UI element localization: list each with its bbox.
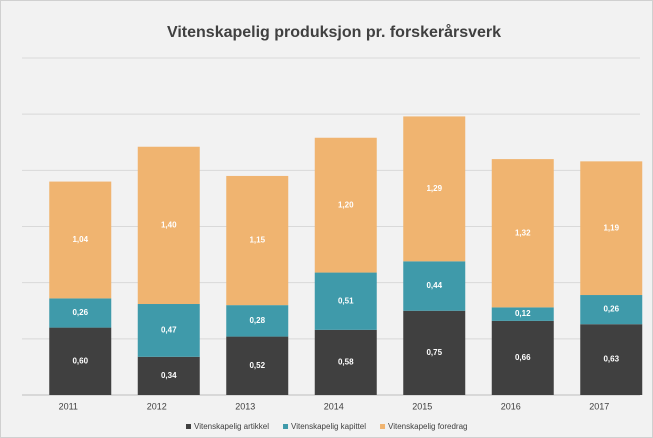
bar-segment <box>403 310 466 395</box>
bar-segment <box>580 295 643 325</box>
x-tick-label: 2012 <box>147 401 167 411</box>
data-label: 0,58 <box>338 358 354 367</box>
data-label: 0,34 <box>161 371 177 380</box>
bar-segment <box>226 175 289 306</box>
chart-title: Vitenskapelig produksjon pr. forskerårsv… <box>167 23 501 41</box>
bar-segment <box>49 327 112 395</box>
bar-segment <box>403 261 466 311</box>
bar-segment <box>314 137 377 273</box>
data-label: 0,44 <box>426 281 442 290</box>
bar-segment <box>137 304 200 357</box>
bar-segment <box>314 329 377 395</box>
data-label: 1,15 <box>249 236 265 245</box>
data-label: 0,28 <box>249 316 265 325</box>
bar-segment <box>314 272 377 330</box>
data-label: 1,32 <box>515 228 531 237</box>
bar-segment <box>49 298 112 328</box>
data-label: 0,63 <box>603 355 619 364</box>
data-label: 0,12 <box>515 309 531 318</box>
bar-segment <box>226 305 289 337</box>
x-tick-label: 2016 <box>501 401 521 411</box>
data-label: 0,75 <box>426 348 442 357</box>
data-label: 0,26 <box>603 305 619 314</box>
bar-segment <box>491 159 554 308</box>
data-label: 1,19 <box>603 223 619 232</box>
bar-segment <box>403 116 466 262</box>
bar-segment <box>49 181 112 299</box>
bar-segment <box>226 336 289 395</box>
bar-segment <box>491 307 554 321</box>
data-label: 1,29 <box>426 184 442 193</box>
data-label: 0,47 <box>161 326 177 335</box>
x-tick-label: 2011 <box>59 401 78 411</box>
legend-swatch <box>283 424 289 429</box>
data-label: 0,60 <box>72 356 88 365</box>
x-tick-label: 2015 <box>412 401 432 411</box>
data-label: 1,04 <box>72 235 88 244</box>
legend-label: Vitenskapelig kapittel <box>291 422 366 431</box>
data-label: 0,51 <box>338 296 354 305</box>
bar-segment <box>137 356 200 395</box>
data-label: 0,26 <box>72 308 88 317</box>
legend-swatch <box>186 424 191 429</box>
data-label: 1,20 <box>338 200 354 209</box>
x-tick-label: 2013 <box>235 401 255 411</box>
legend-label: Vitenskapelig artikkel <box>194 422 269 431</box>
x-tick-label: 2014 <box>324 401 344 411</box>
bar-segment <box>580 161 643 296</box>
bar-segment <box>580 324 643 395</box>
legend-label: Vitenskapelig foredrag <box>388 422 467 431</box>
data-label: 1,40 <box>161 220 177 229</box>
data-label: 0,66 <box>515 353 531 362</box>
x-tick-label: 2017 <box>589 401 609 411</box>
bar-segment <box>137 146 200 305</box>
bar-segment <box>491 320 554 395</box>
data-label: 0,52 <box>249 361 265 370</box>
legend-swatch <box>380 424 386 429</box>
